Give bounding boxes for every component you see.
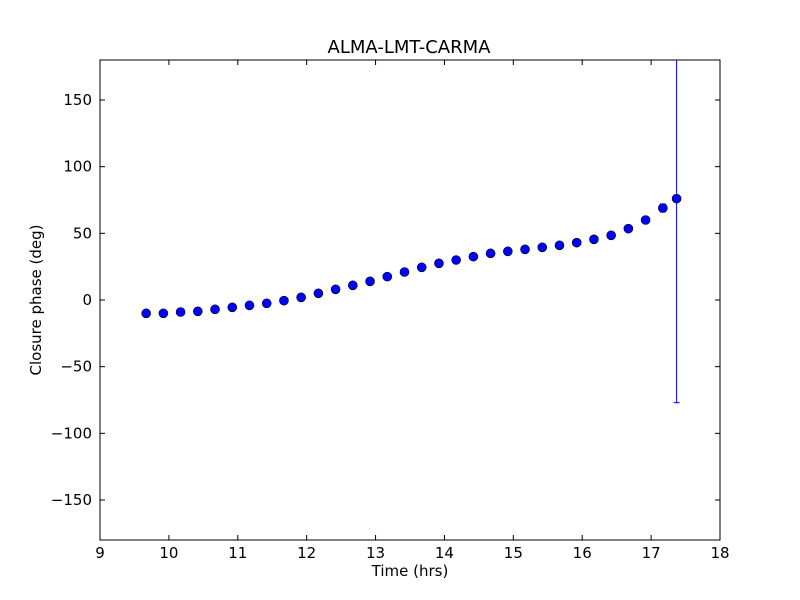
x-tick-label-3: 12	[297, 544, 316, 562]
data-point-22	[520, 244, 530, 255]
y-tick-label-4: 50	[73, 224, 92, 242]
chart-title: ALMA-LMT-CARMA	[328, 37, 492, 58]
data-series	[141, 60, 682, 404]
data-point-7	[261, 298, 272, 309]
data-point-26	[589, 234, 599, 245]
x-tick-label-9: 18	[710, 544, 729, 562]
data-point-8	[279, 295, 289, 306]
x-tick-label-2: 11	[228, 544, 247, 562]
data-point-1	[158, 308, 169, 319]
data-point-13	[365, 276, 375, 287]
data-point-2	[175, 307, 186, 317]
data-point-0	[141, 308, 151, 319]
y-axis-label: Closure phase (deg)	[27, 225, 45, 376]
y-tick-label-0: −150	[51, 491, 92, 509]
y-tick-label-3: 0	[82, 291, 92, 309]
y-tick-label-2: −50	[60, 358, 92, 376]
x-tick-label-4: 13	[366, 544, 385, 562]
data-point-25	[571, 237, 582, 248]
x-tick-label-0: 9	[95, 544, 105, 562]
data-point-3	[193, 306, 203, 317]
data-point-17	[434, 258, 444, 269]
x-tick-label-1: 10	[159, 544, 178, 562]
plot-area: 9 10 11 12 13 14 15 16 17 18 −150 −100 −50 0 50 100 150	[51, 59, 730, 562]
data-point-5	[227, 302, 238, 313]
data-point-28	[623, 223, 634, 234]
data-point-16	[416, 262, 427, 273]
data-point-10	[313, 288, 324, 299]
data-point-21	[503, 246, 513, 257]
x-axis-label: Time (hrs)	[371, 562, 449, 580]
x-tick-label-6: 15	[504, 544, 523, 562]
data-point-20	[485, 248, 496, 259]
data-point-31	[671, 193, 682, 204]
data-point-30	[658, 203, 668, 213]
data-point-24	[554, 240, 565, 251]
data-point-23	[537, 242, 548, 253]
x-tick-label-5: 14	[435, 544, 454, 562]
data-point-12	[348, 280, 358, 291]
data-point-4	[210, 304, 220, 315]
data-point-9	[296, 292, 306, 303]
data-point-6	[244, 300, 255, 311]
data-point-15	[399, 267, 410, 277]
x-tick-label-7: 16	[573, 544, 592, 562]
data-point-29	[640, 215, 651, 225]
data-point-11	[330, 284, 341, 295]
axes-frame	[99, 59, 721, 541]
y-tick-label-5: 100	[63, 158, 92, 176]
data-point-27	[606, 230, 616, 241]
y-tick-label-6: 150	[63, 91, 92, 109]
y-tick-label-1: −100	[51, 424, 92, 442]
data-point-18	[451, 255, 461, 265]
x-tick-label-8: 17	[642, 544, 661, 562]
data-point-19	[468, 251, 479, 262]
data-point-14	[382, 271, 393, 282]
